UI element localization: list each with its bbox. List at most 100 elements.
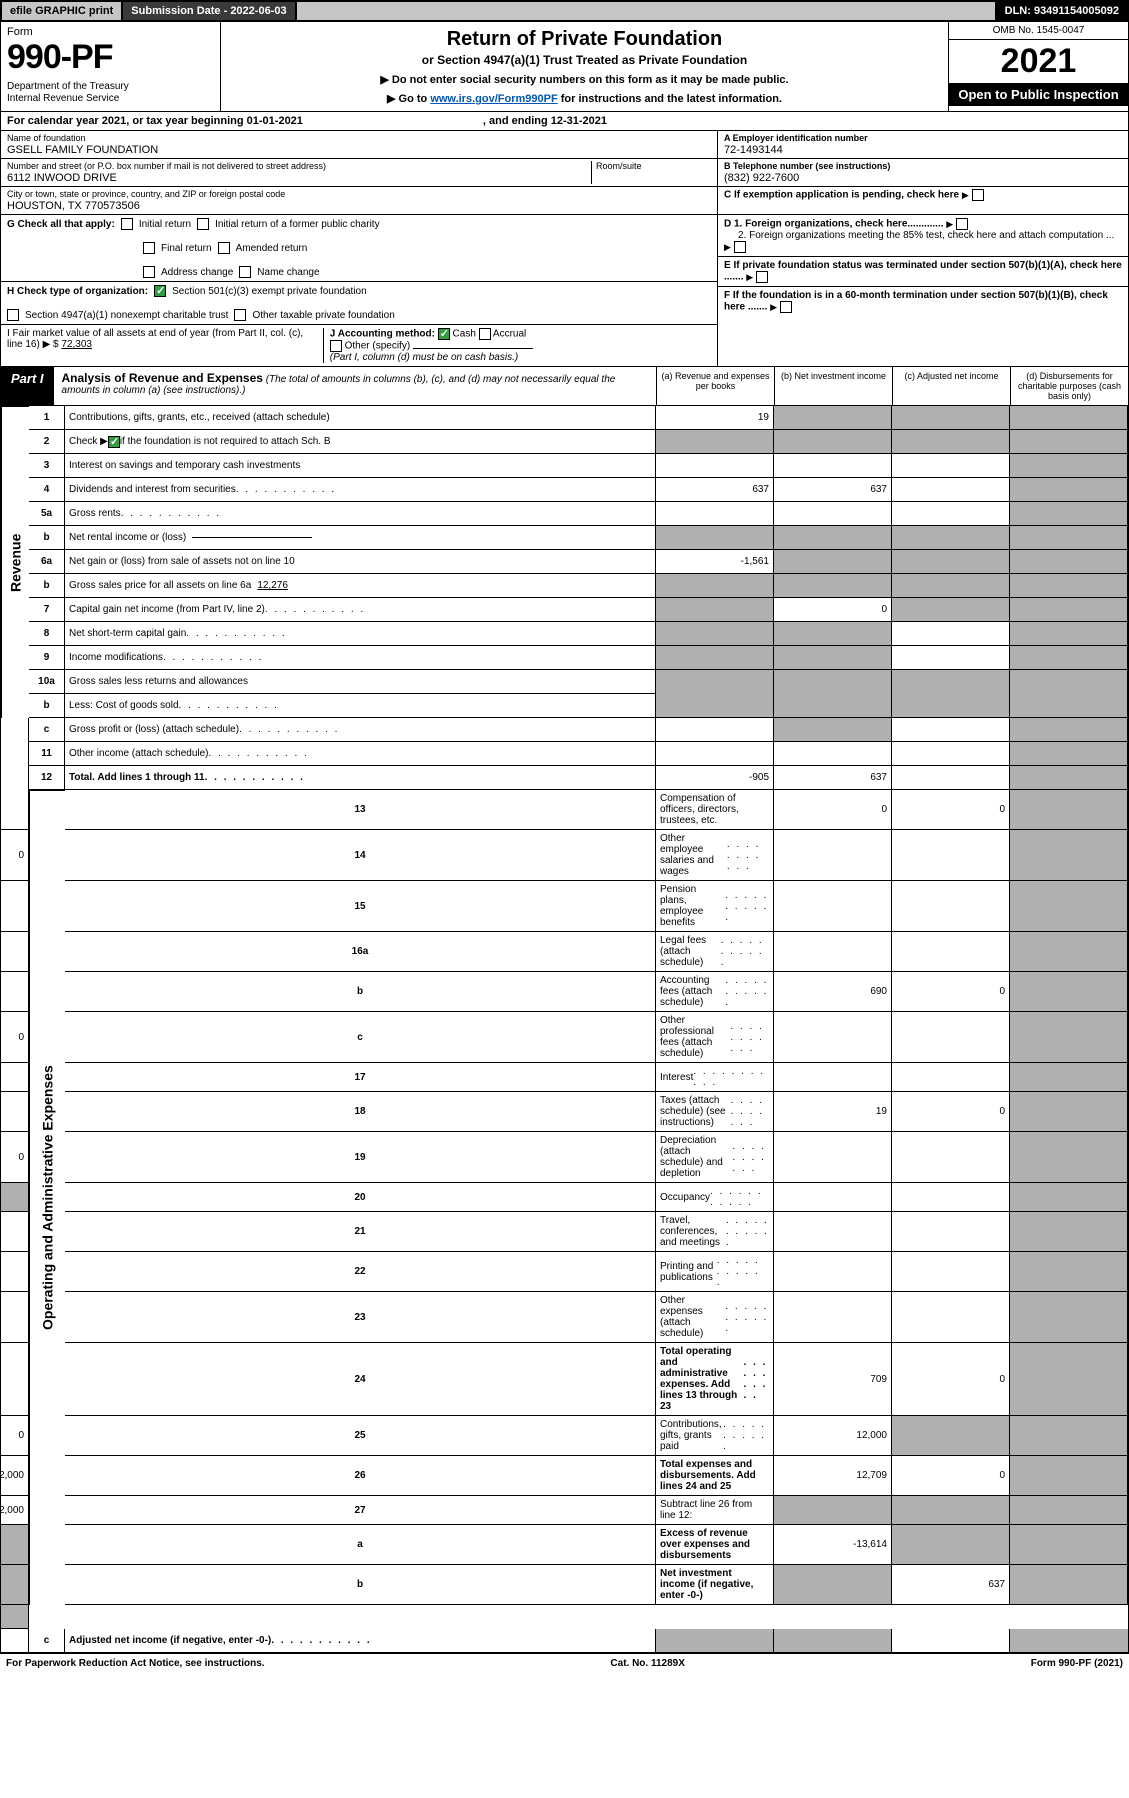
line-14-a	[774, 830, 892, 881]
line-16b-num: b	[65, 972, 656, 1012]
header-right: OMB No. 1545-0047 2021 Open to Public In…	[948, 22, 1128, 111]
line-27c-d	[1010, 1629, 1128, 1653]
g-namechange-checkbox[interactable]	[239, 266, 251, 278]
j-cash-checkbox[interactable]	[438, 328, 450, 340]
line-16b-c	[1010, 972, 1128, 1012]
line-9-text: Income modifications	[65, 646, 656, 670]
line-13-c	[1010, 790, 1128, 830]
h-other-checkbox[interactable]	[234, 309, 246, 321]
line-8-a	[656, 622, 774, 646]
line-13-a: 0	[774, 790, 892, 830]
line-25-a: 12,000	[774, 1416, 892, 1456]
line-6a-b	[774, 550, 892, 574]
line-11-text: Other income (attach schedule)	[65, 742, 656, 766]
j-cash: Cash	[453, 329, 476, 340]
line-8-num: 8	[29, 622, 65, 646]
line-22-a	[774, 1252, 892, 1292]
g-addrchange-checkbox[interactable]	[143, 266, 155, 278]
line-5b-text: Net rental income or (loss)	[65, 526, 656, 550]
line-17-num: 17	[65, 1063, 656, 1092]
d1-checkbox[interactable]	[956, 218, 968, 230]
line-24-d: 0	[1, 1416, 29, 1456]
line-10a-num: 10a	[29, 670, 65, 694]
h-501c3-checkbox[interactable]	[154, 285, 166, 297]
j-accrual: Accrual	[493, 329, 526, 340]
foundation-name-cell: Name of foundation GSELL FAMILY FOUNDATI…	[1, 131, 718, 159]
f-row: F If the foundation is in a 60-month ter…	[718, 287, 1128, 316]
line-5b-label: Net rental income or (loss)	[69, 532, 186, 543]
line-25-num: 25	[65, 1416, 656, 1456]
line-3-d	[1010, 454, 1128, 478]
irs-link[interactable]: www.irs.gov/Form990PF	[430, 93, 557, 105]
line-16a-num: 16a	[65, 932, 656, 972]
line-17-text: Interest	[656, 1063, 774, 1092]
efile-graphic-label[interactable]: efile GRAPHIC print	[2, 2, 121, 20]
line-16a-a	[774, 932, 892, 972]
ein-label: A Employer identification number	[724, 133, 1122, 143]
line-23-c	[1010, 1292, 1128, 1343]
line-23-b	[892, 1292, 1010, 1343]
h-501c3: Section 501(c)(3) exempt private foundat…	[172, 286, 367, 297]
line-20-b	[892, 1183, 1010, 1212]
line-16a-b	[892, 932, 1010, 972]
g-initial-former-checkbox[interactable]	[197, 218, 209, 230]
c-checkbox[interactable]	[972, 189, 984, 201]
d2-checkbox[interactable]	[734, 241, 746, 253]
line-2-num: 2	[29, 430, 65, 454]
part1-header: Part I Analysis of Revenue and Expenses …	[0, 367, 1129, 406]
line-27a-c	[1010, 1525, 1128, 1565]
line-16a-text: Legal fees (attach schedule)	[656, 932, 774, 972]
line-2-b	[774, 430, 892, 454]
line-9-b	[774, 646, 892, 670]
g-initial-checkbox[interactable]	[121, 218, 133, 230]
form-subtitle: or Section 4947(a)(1) Trust Treated as P…	[231, 53, 938, 67]
topbar-spacer	[297, 2, 995, 20]
g-namechange: Name change	[257, 267, 319, 278]
address-cell: Number and street (or P.O. box number if…	[1, 159, 718, 187]
line-6a-text: Net gain or (loss) from sale of assets n…	[65, 550, 656, 574]
expenses-sidelabel: Operating and Administrative Expenses	[29, 790, 65, 1605]
line-18-a: 19	[774, 1092, 892, 1132]
line-24-text: Total operating and administrative expen…	[656, 1343, 774, 1416]
line-16c-d	[1, 1063, 29, 1092]
line-27c-num: c	[29, 1629, 65, 1653]
city-label: City or town, state or province, country…	[7, 189, 711, 199]
line-15-num: 15	[65, 881, 656, 932]
line-4-b: 637	[774, 478, 892, 502]
j-label: J Accounting method:	[330, 329, 435, 340]
line-10c-b	[774, 718, 892, 742]
arrow-icon	[962, 190, 969, 201]
c-pending-cell: C If exemption application is pending, c…	[718, 187, 1128, 215]
line-3-b	[774, 454, 892, 478]
g-final-checkbox[interactable]	[143, 242, 155, 254]
g-amended-checkbox[interactable]	[218, 242, 230, 254]
line-25-b	[892, 1416, 1010, 1456]
line-5a-num: 5a	[29, 502, 65, 526]
h-4947-checkbox[interactable]	[7, 309, 19, 321]
line-10c-d	[1010, 718, 1128, 742]
line-25-d: 12,000	[1, 1456, 29, 1496]
line-27b-num: b	[65, 1565, 656, 1605]
footer-right: Form 990-PF (2021)	[1031, 1658, 1123, 1669]
line-27b-a	[774, 1565, 892, 1605]
h-label: H Check type of organization:	[7, 286, 148, 297]
line-27a-a: -13,614	[774, 1525, 892, 1565]
line-27b-b: 637	[892, 1565, 1010, 1605]
dept-label: Department of the Treasury Internal Reve…	[7, 81, 214, 105]
f-checkbox[interactable]	[780, 301, 792, 313]
submission-date: Submission Date - 2022-06-03	[123, 2, 294, 20]
line-24-b: 0	[892, 1343, 1010, 1416]
j-other-checkbox[interactable]	[330, 340, 342, 352]
line-22-c	[1010, 1252, 1128, 1292]
line-20-c	[1010, 1183, 1128, 1212]
h-other: Other taxable private foundation	[252, 310, 394, 321]
line-2-checkbox[interactable]	[108, 436, 120, 448]
j-accrual-checkbox[interactable]	[479, 328, 491, 340]
line-10ab-d	[1010, 670, 1128, 718]
line-27-text: Subtract line 26 from line 12:	[656, 1496, 774, 1525]
cal-year-ending: , and ending 12-31-2021	[483, 115, 607, 127]
name-label: Name of foundation	[7, 133, 711, 143]
header-left: Form 990-PF Department of the Treasury I…	[1, 22, 221, 111]
e-checkbox[interactable]	[756, 271, 768, 283]
e-label: E If private foundation status was termi…	[724, 260, 1122, 283]
